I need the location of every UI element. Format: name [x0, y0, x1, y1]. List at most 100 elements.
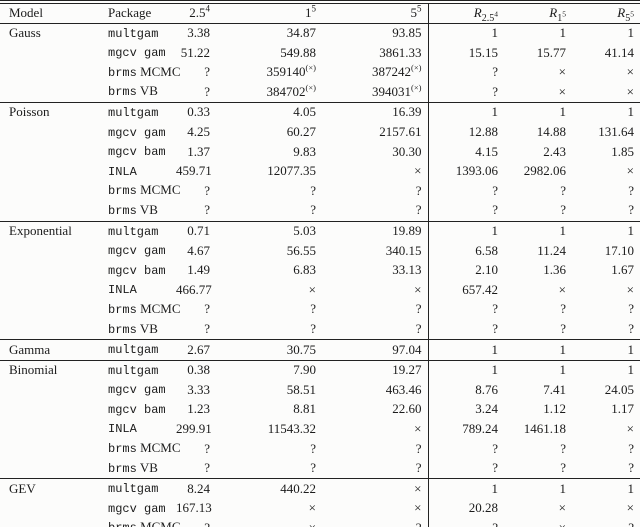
ratio-cell: 6.58: [427, 241, 504, 261]
package-name: brms: [108, 442, 137, 457]
package-name: mgcv gam: [108, 383, 166, 398]
ratio-cell: ?: [572, 518, 640, 527]
time-cell: ?: [415, 202, 422, 218]
package-variant: VB: [139, 83, 158, 99]
ratio-cell: ?: [427, 319, 504, 340]
package-name: brms: [108, 65, 137, 80]
failed-marker: (×): [305, 62, 316, 73]
package-cell: brms MCMC: [102, 181, 181, 201]
table-head: Model Package 2.54 15 55 R2.54 R15 R55: [0, 2, 640, 24]
ratio-cell: ?: [427, 181, 504, 201]
time-cell: ?: [415, 440, 422, 456]
package-name: mgcv gam: [108, 244, 166, 259]
time-cell: 6.83: [293, 262, 316, 278]
table-row: Gauss multgam 3.38 34.87 93.85 1 1 1: [0, 23, 640, 44]
ratio-cell: 3.24: [427, 399, 504, 420]
table-row: mgcv gam 51.22 549.88 3861.33 15.15 15.77 41.1…: [0, 43, 640, 63]
time-cell: 22.60: [392, 401, 422, 417]
ratio-cell: ×: [558, 500, 566, 516]
package-variant: MCMC: [140, 63, 181, 79]
table-row: brms VB??????: [0, 319, 640, 340]
exponent: 5: [630, 9, 634, 19]
model-cell: [0, 419, 102, 439]
package-cell: mgcv gam: [102, 123, 170, 143]
model-cell: [0, 63, 102, 83]
ratio-cell: ?: [427, 200, 504, 222]
ratio-cell: 2.43: [543, 143, 566, 159]
table-row: brms MCMC?×??×?: [0, 518, 640, 527]
package-cell: brms MCMC: [102, 300, 181, 320]
ratio-cell: 1: [572, 339, 640, 361]
time-cell: ?: [204, 83, 210, 99]
package-cell: multgam: [102, 478, 170, 499]
ratio-cell: ?: [427, 439, 504, 459]
package-variant: VB: [139, 320, 158, 336]
ratio-cell: ×: [626, 64, 634, 80]
time-cell: ?: [322, 518, 428, 527]
exponent: 5: [311, 3, 317, 14]
time-cell: 0.71: [170, 220, 216, 242]
time-cell: 19.27: [322, 359, 428, 381]
ratio-cell: 1: [504, 101, 572, 123]
package-name: brms: [108, 302, 137, 317]
time-cell: ?: [204, 440, 210, 456]
time-cell: 3.38: [187, 25, 210, 41]
time-cell: 12077.35: [267, 163, 316, 179]
time-cell: ?: [310, 202, 316, 218]
time-cell: 4.67: [187, 242, 210, 258]
ratio-cell: 24.05: [604, 381, 634, 397]
time-cell: 463.46: [385, 381, 422, 397]
time-cell: ?: [204, 460, 210, 476]
model-cell: Gamma: [0, 339, 102, 361]
ratio-cell: 1: [504, 478, 572, 499]
ratio-cell: ×: [504, 518, 572, 527]
ratio-cell: 1: [504, 339, 572, 361]
time-cell: 19.89: [322, 220, 428, 242]
ratio-cell: 1: [559, 25, 567, 41]
package-name: mgcv bam: [108, 402, 166, 417]
time-cell: ?: [415, 460, 422, 476]
package-name: INLA: [108, 422, 137, 437]
table-row: brms MCMC??????: [0, 439, 640, 459]
header-time-col: 55: [322, 2, 428, 24]
model-cell: [0, 241, 102, 261]
package-cell: mgcv bam: [102, 142, 170, 162]
ratio-cell: 1: [572, 101, 640, 123]
time-cell: 4.05: [216, 101, 322, 123]
ratio-cell: ?: [560, 321, 566, 336]
time-cell: ?: [170, 518, 216, 527]
header-ratio-col: R2.54: [427, 2, 504, 24]
ratio-cell: 1: [504, 220, 572, 242]
exponent: 4: [494, 9, 498, 19]
ratio-cell: ×: [558, 64, 566, 80]
ratio-cell: 2.10: [427, 260, 504, 281]
header-ratio-col: R55: [572, 2, 640, 24]
header-time-col: 15: [216, 2, 322, 24]
ratio-cell: 14.88: [536, 124, 566, 140]
time-cell: 3.33: [187, 381, 210, 397]
ratio-cell: 1: [427, 359, 504, 381]
package-cell: mgcv gam: [102, 43, 170, 63]
package-name: brms: [108, 203, 137, 218]
table-row: mgcv gam 4.25 60.27 2157.61 12.88 14.88 131.64: [0, 122, 640, 143]
ratio-cell: ×: [626, 420, 634, 436]
table-row: mgcv bam 1.23 8.81 22.60 3.24 1.12 1.17: [0, 399, 640, 420]
package-name: mgcv bam: [108, 145, 166, 160]
package-cell: brms VB: [102, 320, 170, 340]
ratio-cell: ×: [558, 83, 566, 99]
table-row: brms VB??????: [0, 458, 640, 479]
ratio-cell: ?: [560, 440, 566, 456]
time-cell: 299.91: [176, 420, 212, 436]
time-cell: 466.77: [176, 281, 212, 297]
package-cell: brms VB: [102, 82, 170, 102]
model-cell: [0, 280, 102, 300]
ratio-cell: 7.41: [543, 381, 566, 397]
package-cell: multgam: [102, 359, 170, 381]
time-cell: 549.88: [280, 44, 316, 60]
ratio-symbol: R: [617, 5, 626, 20]
time-cell: 8.81: [293, 401, 316, 417]
package-name: multgam: [108, 482, 159, 497]
table-body: Gauss multgam 3.38 34.87 93.85 1 1 1 mgcv gam 51.…: [0, 23, 640, 527]
model-cell: Gauss: [9, 25, 41, 41]
